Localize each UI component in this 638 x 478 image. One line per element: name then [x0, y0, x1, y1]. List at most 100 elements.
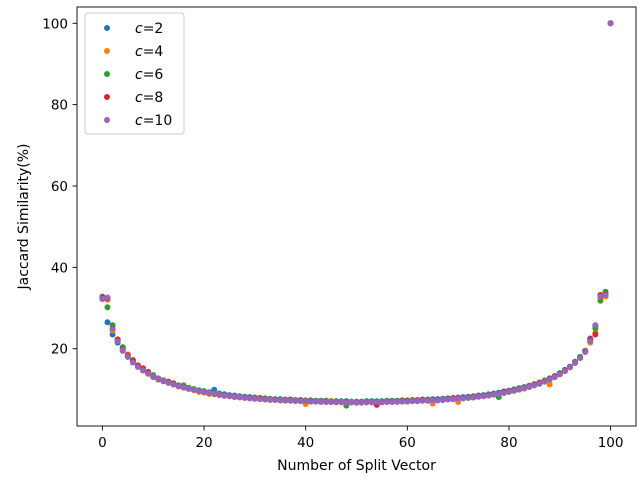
legend-label: c=10 — [135, 113, 172, 129]
data-point — [450, 396, 456, 402]
data-point — [338, 399, 344, 405]
y-tick-label: 100 — [42, 16, 68, 32]
y-axis-label: Jaccard Similarity(%) — [16, 144, 32, 291]
data-point — [104, 294, 110, 300]
data-point — [516, 386, 522, 392]
data-point — [303, 398, 309, 404]
data-point — [242, 395, 248, 401]
data-point — [318, 399, 324, 405]
data-point — [440, 397, 446, 403]
data-point — [176, 383, 182, 389]
y-tick-label: 40 — [51, 260, 68, 276]
data-point — [267, 397, 273, 403]
x-tick-label: 100 — [598, 435, 624, 451]
x-tick-label: 60 — [399, 435, 416, 451]
data-point — [414, 398, 420, 404]
data-point — [171, 382, 177, 388]
data-point — [201, 389, 207, 395]
data-point — [252, 396, 258, 402]
legend-marker — [104, 71, 110, 77]
data-point — [211, 391, 217, 397]
data-point — [389, 399, 395, 405]
data-point — [404, 399, 410, 405]
data-point — [232, 394, 238, 400]
data-point — [587, 338, 593, 344]
data-point — [511, 388, 517, 394]
legend-marker — [104, 117, 110, 123]
data-point — [104, 319, 110, 325]
data-point — [582, 349, 588, 355]
legend-marker — [104, 94, 110, 100]
data-point — [257, 396, 263, 402]
x-tick-label: 80 — [500, 435, 517, 451]
data-point — [293, 398, 299, 404]
data-point — [491, 392, 497, 398]
data-point — [221, 392, 227, 398]
data-point — [521, 385, 527, 391]
data-point — [140, 367, 146, 373]
data-point — [526, 384, 532, 390]
data-point — [572, 360, 578, 366]
data-point — [150, 373, 156, 379]
data-point — [557, 371, 563, 377]
legend-marker — [104, 25, 110, 31]
data-point — [120, 347, 126, 353]
data-point — [435, 397, 441, 403]
data-point — [237, 394, 243, 400]
data-point — [165, 380, 171, 386]
data-point — [272, 397, 278, 403]
data-point — [531, 382, 537, 388]
y-tick-label: 80 — [51, 98, 68, 114]
data-point — [247, 395, 253, 401]
data-point — [425, 398, 431, 404]
data-point — [577, 355, 583, 361]
data-point — [115, 338, 121, 344]
legend-marker — [104, 48, 110, 54]
data-point — [567, 364, 573, 370]
data-point — [99, 296, 105, 302]
data-point — [465, 395, 471, 401]
legend-label: c=6 — [135, 67, 163, 83]
data-point — [552, 374, 558, 380]
data-point — [145, 371, 151, 377]
data-point — [592, 322, 598, 328]
data-point — [216, 392, 222, 398]
data-point — [191, 387, 197, 393]
data-point — [125, 353, 131, 359]
data-point — [592, 331, 598, 337]
data-point — [501, 390, 507, 396]
data-point — [562, 368, 568, 374]
data-point — [455, 396, 461, 402]
data-point — [445, 397, 451, 403]
data-point — [206, 390, 212, 396]
data-point — [460, 395, 466, 401]
data-point — [181, 384, 187, 390]
data-point — [506, 389, 512, 395]
data-point — [196, 388, 202, 394]
legend: c=2 c=4 c=6 c=8 c=10 — [85, 13, 184, 134]
legend-label: c=8 — [135, 90, 163, 106]
y-tick-label: 20 — [51, 342, 68, 358]
data-point — [226, 393, 232, 399]
x-axis-ticks: 0 20 40 60 80 100 — [98, 426, 623, 451]
x-tick-label: 20 — [195, 435, 212, 451]
data-point — [110, 326, 116, 332]
data-point — [481, 393, 487, 399]
data-point — [470, 395, 476, 401]
data-point — [475, 394, 481, 400]
data-point — [496, 391, 502, 397]
x-tick-label: 40 — [297, 435, 314, 451]
data-point — [186, 386, 192, 392]
x-tick-label: 0 — [98, 435, 107, 451]
data-point — [547, 377, 553, 383]
data-point — [104, 304, 110, 310]
legend-label: c=4 — [135, 44, 163, 60]
data-point — [369, 399, 375, 405]
data-point — [603, 292, 609, 298]
y-axis-ticks: 20 40 60 80 100 — [42, 16, 77, 357]
data-point — [486, 392, 492, 398]
data-point — [135, 364, 141, 370]
x-axis-label: Number of Split Vector — [277, 458, 436, 474]
y-tick-label: 60 — [51, 179, 68, 195]
